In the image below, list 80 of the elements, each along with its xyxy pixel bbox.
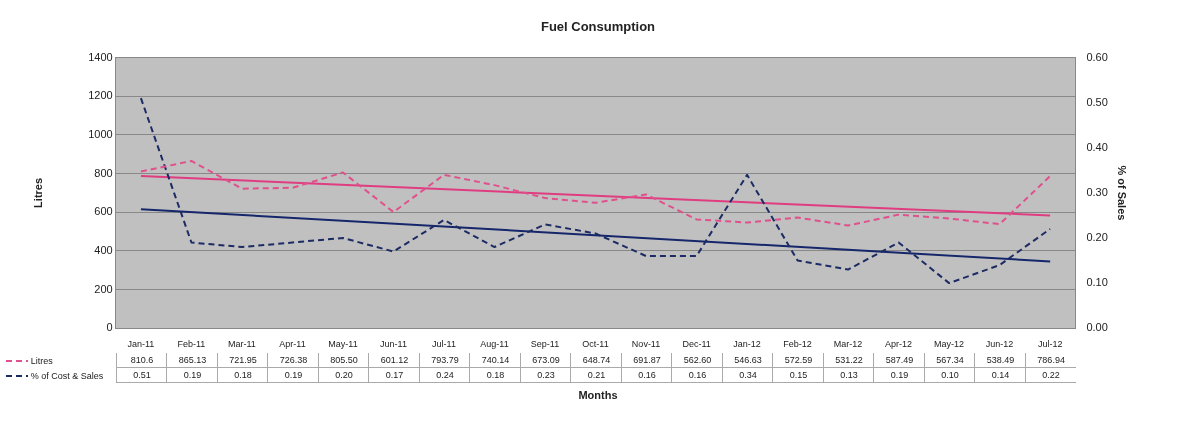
y2-tick-label: 0.30 bbox=[1086, 185, 1108, 198]
data-label: 567.34 bbox=[923, 353, 976, 368]
x-tick-label: Apr-12 bbox=[885, 339, 913, 350]
x-tick-label: Jun-11 bbox=[380, 339, 407, 350]
data-label: 726.38 bbox=[267, 353, 319, 368]
data-label: 572.59 bbox=[772, 353, 824, 368]
data-label: 546.63 bbox=[721, 353, 774, 368]
y-tick-label: 800 bbox=[94, 166, 113, 179]
data-label: 0.19 bbox=[873, 368, 925, 383]
line-series bbox=[139, 97, 1052, 285]
data-label: 0.51 bbox=[115, 368, 168, 383]
data-label: 601.12 bbox=[368, 353, 420, 368]
data-label: 691.87 bbox=[620, 353, 673, 368]
x-tick-label: Feb-11 bbox=[177, 339, 206, 350]
data-label: 0.16 bbox=[620, 368, 673, 383]
data-label: 0.22 bbox=[1024, 368, 1077, 383]
x-tick-label: Jun-12 bbox=[985, 339, 1014, 350]
data-label: 805.50 bbox=[317, 353, 370, 368]
data-label: 740.14 bbox=[469, 353, 521, 368]
data-label: 0.14 bbox=[974, 368, 1026, 383]
data-label: 0.21 bbox=[570, 368, 622, 383]
x-tick-label: Apr-11 bbox=[279, 339, 306, 350]
x-tick-label: Oct-11 bbox=[582, 339, 609, 350]
data-label: 0.10 bbox=[923, 368, 976, 383]
x-tick-label: Jul-12 bbox=[1037, 339, 1063, 350]
x-axis-title: Months bbox=[577, 389, 619, 401]
y2-tick-label: 0.40 bbox=[1086, 140, 1108, 153]
data-label: 721.95 bbox=[216, 353, 269, 368]
x-tick-label: May-11 bbox=[328, 339, 358, 350]
data-label: 0.34 bbox=[721, 368, 774, 383]
data-label: 0.13 bbox=[822, 368, 875, 383]
data-label: 865.13 bbox=[166, 353, 218, 368]
data-label: 0.16 bbox=[671, 368, 723, 383]
y-tick-label: 0 bbox=[106, 321, 113, 334]
x-tick-label: Jul-11 bbox=[432, 339, 456, 350]
chart-title: Fuel Consumption bbox=[540, 19, 656, 35]
y-tick-label: 1000 bbox=[88, 127, 113, 140]
data-label: 793.79 bbox=[418, 353, 471, 368]
data-label: 587.49 bbox=[873, 353, 925, 368]
y-tick-label: 1200 bbox=[88, 89, 113, 102]
x-tick-label: Sep-11 bbox=[530, 339, 560, 350]
y-tick-label: 600 bbox=[94, 205, 113, 218]
data-label: 0.19 bbox=[166, 368, 218, 383]
x-tick-label: Dec-11 bbox=[682, 339, 711, 350]
data-label: 0.24 bbox=[418, 368, 471, 383]
y2-tick-label: 0.60 bbox=[1086, 50, 1108, 63]
x-tick-label: Feb-12 bbox=[783, 339, 812, 350]
y-tick-label: 1400 bbox=[88, 50, 113, 63]
x-tick-label: Jan-11 bbox=[127, 339, 155, 350]
data-label: 810.6 bbox=[115, 353, 168, 368]
x-tick-label: Jan-12 bbox=[733, 339, 761, 350]
data-label: 0.18 bbox=[216, 368, 269, 383]
x-tick-label: Mar-12 bbox=[833, 339, 863, 350]
y2-tick-label: 0.10 bbox=[1086, 276, 1108, 289]
x-tick-label: Nov-11 bbox=[631, 339, 661, 350]
x-tick-label: Mar-11 bbox=[228, 339, 256, 350]
legend-label: % of Cost & Sales bbox=[30, 370, 104, 381]
data-label: 0.15 bbox=[772, 368, 824, 383]
data-label: 538.49 bbox=[974, 353, 1026, 368]
y2-tick-label: 0.50 bbox=[1086, 95, 1108, 108]
data-label: 531.22 bbox=[822, 353, 875, 368]
data-label: 786.94 bbox=[1024, 353, 1077, 368]
y2-tick-label: 0.20 bbox=[1086, 231, 1108, 244]
x-tick-label: Aug-11 bbox=[480, 339, 509, 350]
y-tick-label: 400 bbox=[94, 243, 113, 256]
y-axis-title: Litres bbox=[31, 177, 44, 208]
data-label: 0.20 bbox=[317, 368, 370, 383]
data-label: 0.19 bbox=[267, 368, 319, 383]
data-label: 562.60 bbox=[671, 353, 723, 368]
data-label: 0.23 bbox=[519, 368, 572, 383]
y2-axis-title: % of Sales bbox=[1116, 165, 1129, 221]
y2-tick-label: 0.00 bbox=[1086, 321, 1108, 334]
line-series bbox=[139, 159, 1052, 227]
data-label: 0.17 bbox=[368, 368, 420, 383]
x-tick-label: May-12 bbox=[934, 339, 965, 350]
data-label: 0.18 bbox=[469, 368, 521, 383]
legend-label: Litres bbox=[30, 355, 53, 366]
data-label: 648.74 bbox=[570, 353, 622, 368]
data-label: 673.09 bbox=[519, 353, 572, 368]
y-tick-label: 200 bbox=[94, 282, 113, 295]
